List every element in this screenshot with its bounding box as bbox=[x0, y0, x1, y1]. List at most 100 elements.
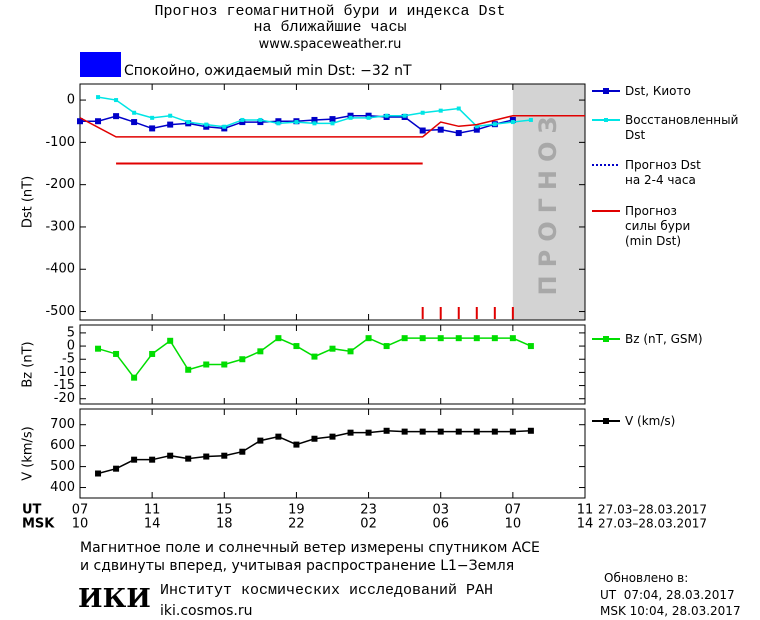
data-point bbox=[347, 348, 354, 355]
data-point bbox=[113, 465, 120, 472]
data-point bbox=[131, 119, 138, 126]
data-point bbox=[257, 119, 264, 126]
data-point bbox=[311, 353, 318, 360]
legend-entry: Прогноз силы бури (min Dst) bbox=[625, 204, 691, 248]
x2-tick-label: 22 bbox=[288, 517, 305, 532]
data-point bbox=[149, 125, 156, 132]
legend-marker bbox=[603, 88, 609, 94]
y-tick-label: 5 bbox=[67, 325, 75, 340]
data-point bbox=[222, 124, 227, 129]
data-point bbox=[492, 122, 497, 127]
data-point bbox=[167, 337, 174, 344]
data-point bbox=[167, 452, 174, 459]
data-point bbox=[131, 456, 138, 463]
data-point bbox=[257, 348, 264, 355]
legend-entry: Bz (nT, GSM) bbox=[625, 332, 703, 346]
data-point bbox=[203, 453, 210, 460]
data-point bbox=[275, 433, 282, 440]
data-point bbox=[293, 343, 300, 350]
data-point bbox=[348, 115, 353, 120]
x2-tick-label: 02 bbox=[360, 517, 377, 532]
data-point bbox=[366, 115, 371, 120]
data-point bbox=[77, 118, 83, 125]
forecast-region bbox=[512, 84, 585, 320]
legend-entry: Dst, Киото bbox=[625, 84, 691, 98]
data-point bbox=[420, 110, 425, 115]
y-tick-label: 0 bbox=[67, 339, 75, 354]
updated-msk: MSK 10:04, 28.03.2017 bbox=[600, 604, 741, 618]
data-point bbox=[419, 335, 426, 342]
y-tick-label: 600 bbox=[50, 438, 75, 453]
data-point bbox=[509, 335, 516, 342]
data-point bbox=[401, 428, 408, 435]
data-point bbox=[149, 350, 156, 357]
data-point bbox=[402, 113, 407, 118]
data-point bbox=[203, 123, 210, 130]
legend-entry: Восстановленный Dst bbox=[625, 113, 739, 142]
x-tick-label: 11 bbox=[144, 503, 161, 518]
data-point bbox=[474, 124, 479, 129]
data-point bbox=[491, 428, 498, 435]
x-tick-label: 19 bbox=[288, 503, 305, 518]
y-tick-label: -10 bbox=[54, 365, 75, 380]
data-point bbox=[383, 343, 390, 350]
legend-marker bbox=[604, 118, 608, 122]
footer-note: и сдвинуты вперед, учитывая распростране… bbox=[80, 558, 515, 574]
data-point bbox=[528, 117, 533, 122]
data-point bbox=[365, 112, 372, 119]
data-point bbox=[437, 335, 444, 342]
title: Прогноз геомагнитной бури и индекса Dst bbox=[154, 3, 506, 20]
legend-entry: V (km/s) bbox=[625, 414, 676, 428]
legend-marker bbox=[603, 418, 609, 424]
y-tick-label: 700 bbox=[50, 417, 75, 432]
x2-axis-label: MSK bbox=[22, 517, 55, 532]
data-point bbox=[113, 350, 120, 357]
data-point bbox=[419, 127, 426, 134]
data-point bbox=[239, 448, 246, 455]
data-point bbox=[347, 429, 354, 436]
x-tick-label: 11 bbox=[577, 503, 594, 518]
data-point bbox=[167, 121, 174, 128]
data-point bbox=[131, 374, 138, 381]
data-point bbox=[329, 433, 336, 440]
y-tick-label: -5 bbox=[62, 352, 75, 367]
data-point bbox=[455, 335, 462, 342]
y-axis-label: V (km/s) bbox=[21, 426, 36, 481]
y-tick-label: -500 bbox=[45, 304, 75, 319]
plot-frame bbox=[79, 408, 586, 499]
data-point bbox=[311, 435, 318, 442]
data-point bbox=[509, 116, 516, 123]
data-point bbox=[186, 120, 191, 125]
data-point bbox=[294, 120, 299, 125]
plot-frame bbox=[79, 83, 586, 321]
footer-note: Магнитное поле и солнечный ветер измерен… bbox=[80, 540, 540, 556]
data-point bbox=[168, 113, 173, 118]
data-point bbox=[455, 130, 462, 137]
data-point bbox=[384, 113, 389, 118]
updated-label: Обновлено в: bbox=[604, 571, 689, 585]
data-point bbox=[113, 113, 120, 120]
status-indicator bbox=[80, 52, 121, 77]
y-tick-label: -400 bbox=[45, 262, 75, 277]
data-point bbox=[329, 116, 336, 123]
series-line bbox=[80, 114, 585, 138]
data-point bbox=[95, 470, 102, 477]
y-tick-label: -20 bbox=[54, 391, 75, 406]
data-point bbox=[419, 428, 426, 435]
data-point bbox=[473, 428, 480, 435]
y-tick-label: 0 bbox=[67, 93, 75, 108]
data-point bbox=[365, 335, 372, 342]
data-point bbox=[437, 428, 444, 435]
updated-ut: UT 07:04, 28.03.2017 bbox=[600, 588, 735, 602]
data-point bbox=[239, 356, 246, 363]
x2-tick-label: 10 bbox=[72, 517, 89, 532]
y-tick-label: -15 bbox=[54, 378, 75, 393]
y-axis-label: Dst (nT) bbox=[21, 176, 36, 228]
y-tick-label: -100 bbox=[45, 135, 75, 150]
data-point bbox=[96, 95, 101, 100]
data-point bbox=[275, 118, 282, 125]
data-point bbox=[473, 335, 480, 342]
data-point bbox=[149, 456, 156, 463]
